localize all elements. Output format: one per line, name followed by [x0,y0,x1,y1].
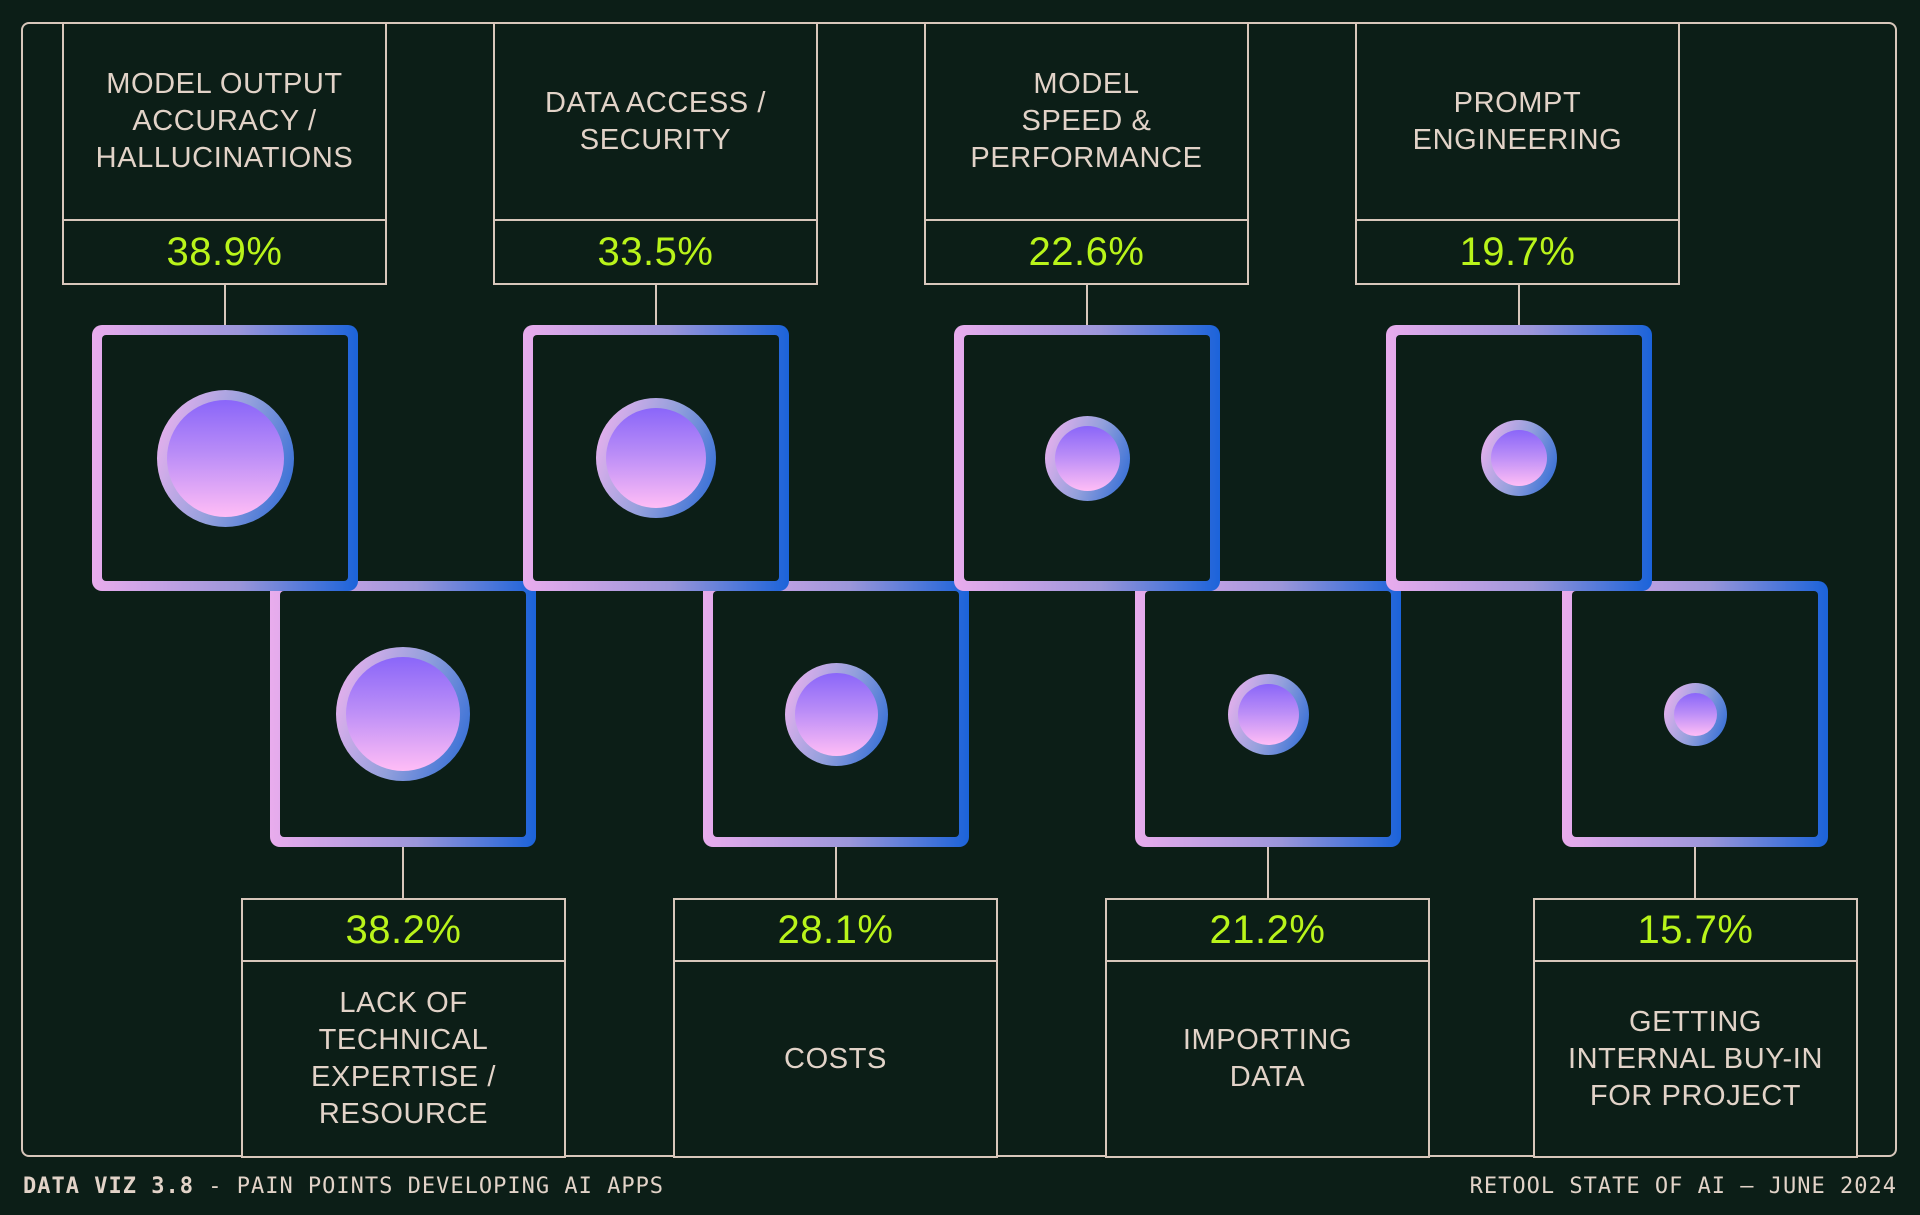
square-importing-data [1135,581,1401,847]
label-box-getting-internal-buy-in: 15.7% GETTING INTERNAL BUY-IN FOR PROJEC… [1533,898,1858,1158]
dataviz-number: DATA VIZ 3.8 [23,1174,194,1199]
square-data-access-security [523,325,789,591]
label-box-lack-of-technical-expertise: 38.2% LACK OF TECHNICAL EXPERTISE / RESO… [241,898,566,1158]
category-label: MODEL OUTPUT ACCURACY / HALLUCINATIONS [64,24,385,221]
connector-internal-buy-in [1694,845,1696,898]
label-box-data-access-security: DATA ACCESS / SECURITY 33.5% [493,22,818,285]
percentage-value: 22.6% [1028,229,1145,274]
percentage-value: 33.5% [597,229,714,274]
bubble [166,399,284,517]
square-lack-of-technical-expertise [270,581,536,847]
bubble [1491,430,1547,486]
footer: DATA VIZ 3.8 - PAIN POINTS DEVELOPING AI… [0,1158,1920,1215]
connector-model-output [224,285,226,325]
square-model-speed-performance [954,325,1220,591]
connector-costs [835,845,837,898]
footer-source: RETOOL STATE OF AI — JUNE 2024 [1469,1174,1897,1199]
percentage-value: 38.2% [243,900,564,962]
percentage-value: 38.9% [166,229,283,274]
square-inner [1396,335,1642,581]
bubble-ring [1663,682,1727,746]
bubble [346,657,460,771]
square-inner [533,335,779,581]
square-inner [964,335,1210,581]
percentage-value: 15.7% [1535,900,1856,962]
connector-importing-data [1267,845,1269,898]
square-inner [102,335,348,581]
percentage-value: 19.7% [1459,229,1576,274]
category-label: GETTING INTERNAL BUY-IN FOR PROJECT [1567,1005,1824,1112]
category-label: DATA ACCESS / SECURITY [495,24,816,221]
bubble [1054,425,1120,491]
category-label: LACK OF TECHNICAL EXPERTISE / RESOURCE [311,987,496,1130]
percentage-value: 21.2% [1107,900,1428,962]
bubble-ring [1481,420,1557,496]
square-inner [1145,591,1391,837]
label-box-model-speed-performance: MODEL SPEED & PERFORMANCE 22.6% [924,22,1249,285]
bubble-ring [1227,673,1309,755]
square-getting-internal-buy-in [1562,581,1828,847]
label-box-prompt-engineering: PROMPT ENGINEERING 19.7% [1355,22,1680,285]
square-inner [280,591,526,837]
bubble-ring [596,398,716,518]
connector-lack-of-expertise [402,845,404,898]
label-box-importing-data: 21.2% IMPORTING DATA [1105,898,1430,1158]
square-inner [1572,591,1818,837]
percentage-value: 28.1% [675,900,996,962]
square-costs [703,581,969,847]
footer-separator: - [193,1174,237,1199]
bubble [1673,692,1717,736]
label-box-model-output-accuracy: MODEL OUTPUT ACCURACY / HALLUCINATIONS 3… [62,22,387,285]
square-model-output-accuracy [92,325,358,591]
square-prompt-engineering [1386,325,1652,591]
bubble [794,672,878,756]
footer-caption: DATA VIZ 3.8 - PAIN POINTS DEVELOPING AI… [23,1174,664,1199]
footer-title: PAIN POINTS DEVELOPING AI APPS [236,1174,665,1199]
bubble-ring [156,389,294,527]
bubble-ring [1044,415,1130,501]
bubble [1237,683,1299,745]
category-label: IMPORTING DATA [1182,1024,1353,1093]
category-label: PROMPT ENGINEERING [1357,24,1678,221]
connector-model-speed [1086,285,1088,325]
bubble-ring [336,647,470,781]
category-label: MODEL SPEED & PERFORMANCE [926,24,1247,221]
bubble-ring [784,662,888,766]
square-inner [713,591,959,837]
bubble [606,408,706,508]
label-box-costs: 28.1% COSTS [673,898,998,1158]
connector-data-access [655,285,657,325]
connector-prompt-engineering [1518,285,1520,325]
category-label: COSTS [784,1042,887,1075]
